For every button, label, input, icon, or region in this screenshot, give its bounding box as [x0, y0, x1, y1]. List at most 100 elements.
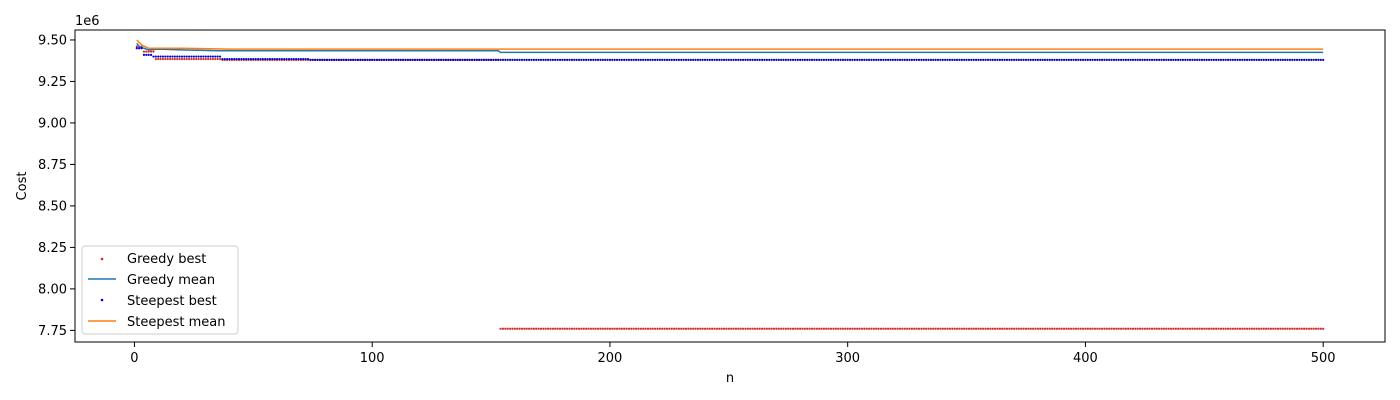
point-steepest-best	[195, 55, 198, 58]
point-steepest-best	[996, 58, 999, 61]
point-steepest-best	[508, 58, 512, 61]
point-steepest-best	[1238, 58, 1242, 61]
point-steepest-best	[1005, 58, 1009, 61]
point-steepest-best	[311, 58, 314, 61]
point-steepest-best	[703, 58, 707, 61]
point-greedy-best	[1162, 327, 1165, 330]
x-tick-label: 500	[1311, 351, 1336, 366]
point-steepest-best	[1196, 58, 1199, 61]
point-steepest-best	[192, 55, 195, 58]
point-steepest-best	[223, 57, 226, 61]
point-greedy-best	[1181, 327, 1185, 330]
point-steepest-best	[135, 47, 138, 50]
point-steepest-best	[749, 58, 752, 61]
point-steepest-best	[451, 58, 455, 61]
point-steepest-best	[646, 58, 650, 61]
point-greedy-best	[551, 327, 554, 330]
point-steepest-best	[1122, 58, 1125, 61]
point-steepest-best	[178, 55, 181, 58]
point-steepest-best	[1288, 58, 1291, 61]
point-greedy-best	[1193, 327, 1196, 330]
point-greedy-best	[594, 327, 597, 330]
point-steepest-best	[325, 58, 329, 61]
point-greedy-best	[837, 327, 840, 330]
point-greedy-best	[207, 57, 210, 61]
point-greedy-best	[708, 327, 711, 330]
point-greedy-best	[713, 327, 716, 330]
point-greedy-best	[1250, 327, 1253, 330]
point-greedy-best	[806, 327, 809, 330]
point-steepest-best	[675, 58, 678, 61]
point-steepest-best	[1115, 58, 1118, 61]
point-greedy-best	[169, 57, 172, 61]
point-steepest-best	[328, 58, 331, 61]
point-steepest-best	[373, 58, 376, 61]
point-steepest-best	[1276, 58, 1280, 61]
point-steepest-best	[934, 58, 937, 61]
point-greedy-best	[863, 327, 866, 330]
point-steepest-best	[1236, 58, 1239, 61]
x-axis-label: n	[726, 371, 734, 386]
point-greedy-best	[1100, 327, 1104, 330]
point-greedy-best	[528, 327, 531, 330]
point-greedy-best	[504, 327, 507, 330]
point-steepest-best	[287, 57, 291, 61]
point-steepest-best	[547, 58, 550, 61]
point-steepest-best	[1162, 58, 1165, 61]
point-greedy-best	[1241, 327, 1244, 330]
point-steepest-best	[972, 58, 975, 61]
point-greedy-best	[692, 327, 695, 330]
point-steepest-best	[1291, 58, 1294, 61]
point-steepest-best	[1146, 58, 1149, 61]
point-greedy-best	[1020, 327, 1023, 330]
point-greedy-best	[535, 327, 538, 330]
point-greedy-best	[927, 327, 930, 330]
point-steepest-best	[772, 58, 776, 61]
point-greedy-best	[658, 327, 661, 330]
point-steepest-best	[1022, 58, 1025, 61]
point-steepest-best	[993, 58, 997, 61]
point-greedy-best	[176, 57, 179, 61]
point-greedy-best	[1284, 327, 1287, 330]
point-greedy-best	[1310, 327, 1313, 330]
point-steepest-best	[1281, 58, 1284, 61]
point-greedy-best	[554, 327, 557, 330]
point-greedy-best	[982, 327, 985, 330]
point-steepest-best	[147, 53, 150, 56]
point-steepest-best	[347, 58, 350, 61]
point-greedy-best	[209, 57, 212, 61]
point-greedy-best	[1024, 327, 1028, 330]
point-greedy-best	[675, 327, 678, 330]
point-greedy-best	[1098, 327, 1101, 330]
point-steepest-best	[199, 55, 203, 58]
point-steepest-best	[1219, 58, 1223, 61]
point-steepest-best	[948, 58, 952, 61]
point-steepest-best	[806, 58, 809, 61]
point-steepest-best	[459, 58, 462, 61]
point-steepest-best	[302, 57, 305, 61]
point-steepest-best	[530, 58, 533, 61]
point-greedy-best	[936, 327, 940, 330]
point-steepest-best	[1177, 58, 1180, 61]
point-greedy-best	[1205, 327, 1208, 330]
point-steepest-best	[901, 58, 904, 61]
point-greedy-best	[941, 327, 944, 330]
point-steepest-best	[737, 58, 740, 61]
point-steepest-best	[1293, 58, 1296, 61]
point-steepest-best	[718, 58, 721, 61]
point-steepest-best	[865, 58, 868, 61]
point-greedy-best	[523, 327, 526, 330]
point-greedy-best	[164, 57, 167, 61]
point-steepest-best	[982, 58, 985, 61]
point-greedy-best	[756, 327, 759, 330]
point-steepest-best	[770, 58, 773, 61]
point-greedy-best	[720, 327, 723, 330]
point-steepest-best	[803, 58, 806, 61]
point-steepest-best	[1046, 58, 1049, 61]
point-steepest-best	[1048, 58, 1051, 61]
y-tick-label: 8.25	[38, 241, 67, 256]
point-steepest-best	[275, 57, 279, 61]
point-steepest-best	[492, 58, 495, 61]
point-greedy-best	[190, 57, 193, 61]
point-steepest-best	[228, 57, 231, 61]
